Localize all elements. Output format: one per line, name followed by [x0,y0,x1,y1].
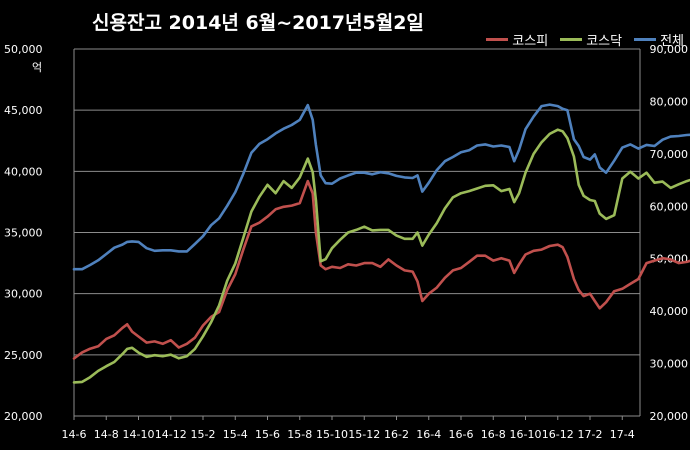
x-tick-label: 14-10 [123,428,155,441]
y-left-tick-label: 30,000 [4,288,43,301]
x-tick-label: 15-12 [348,428,380,441]
legend-label-kospi: 코스피 [512,34,549,49]
legend-label-total: 전체 [660,34,684,49]
x-tick-label: 16-8 [481,428,506,441]
y-left-tick-label: 25,000 [4,349,43,362]
x-tick-label: 14-8 [94,428,119,441]
x-tick-label: 17-2 [578,428,603,441]
legend-item-kosdaq: 코스닥 [560,30,622,49]
y-left-unit-label: 억 [32,61,42,74]
x-tick-label: 17-4 [610,428,635,441]
y-right-tick-label: 40,000 [650,305,689,318]
legend-swatch-kospi [486,38,509,41]
y-left-tick-label: 20,000 [4,410,43,423]
y-left-tick-label: 40,000 [4,165,43,178]
legend-swatch-total [634,38,657,41]
y-left-tick-label: 50,000 [4,43,43,56]
legend: 코스피 코스닥 전체 [486,30,684,49]
y-right-tick-label: 90,000 [650,43,689,56]
y-right-tick-label: 80,000 [650,95,689,108]
chart-title: 신용잔고 2014년 6월~2017년5월2일 [92,12,424,34]
x-tick-label: 16-12 [542,428,574,441]
x-tick-label: 15-10 [316,428,348,441]
x-tick-label: 15-2 [191,428,216,441]
series-line-kospi [72,179,690,360]
x-tick-label: 16-2 [384,428,409,441]
x-tick-label: 16-10 [510,428,542,441]
legend-item-kospi: 코스피 [486,30,548,49]
x-tick-label: 14-6 [62,428,87,441]
legend-item-total: 전체 [634,30,684,49]
legend-label-kosdaq: 코스닥 [586,34,623,49]
series-line-total [72,103,690,271]
x-tick-label: 16-6 [449,428,474,441]
y-right-tick-label: 60,000 [650,200,689,213]
y-left-tick-label: 45,000 [4,104,43,117]
legend-swatch-kosdaq [560,38,583,41]
x-tick-label: 16-4 [416,428,441,441]
x-tick-label: 15-4 [223,428,248,441]
y-right-tick-label: 30,000 [650,358,689,371]
x-tick-label: 14-12 [155,428,187,441]
y-right-tick-label: 20,000 [650,410,689,423]
x-tick-label: 15-8 [287,428,312,441]
x-tick-label: 15-6 [255,428,280,441]
y-right-tick-label: 70,000 [650,148,689,161]
series-line-kosdaq [72,128,690,384]
y-left-tick-label: 35,000 [4,227,43,240]
